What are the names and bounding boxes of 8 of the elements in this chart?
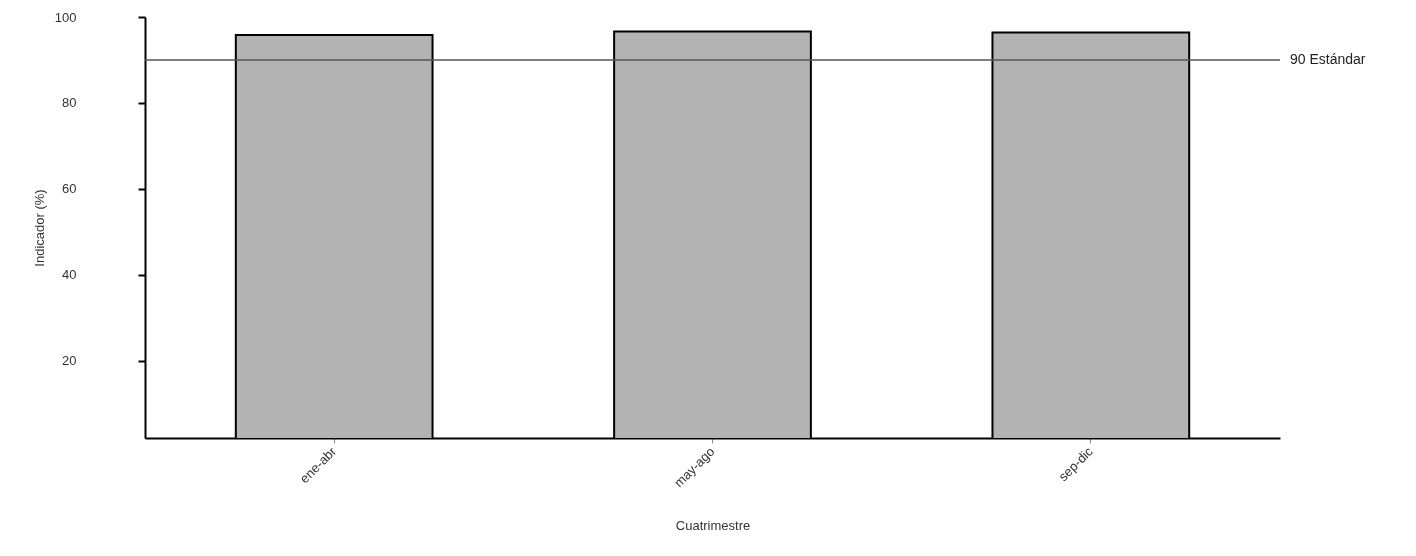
y-tick-label: 80 [62,95,77,111]
y-tick-label: 100 [54,9,77,25]
y-tick-label: 40 [62,267,77,283]
x-axis-title: Cuatrimestre [675,518,751,534]
y-axis-title: Indicador (%) [31,189,47,267]
y-tick-label: 20 [62,353,77,369]
ref-line-label: 90 Estándar [1290,50,1366,67]
y-tick-label: 60 [62,181,77,197]
